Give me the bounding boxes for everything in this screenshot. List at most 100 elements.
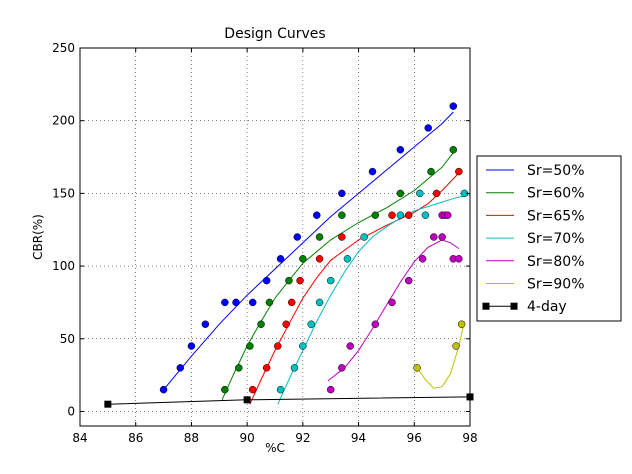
data-point-sr-70 — [276, 385, 285, 394]
data-point-sr-60 — [371, 211, 380, 219]
data-point-sr-70 — [421, 211, 430, 219]
data-point-sr-80 — [388, 298, 396, 307]
data-point-sr-70 — [290, 364, 299, 372]
data-point-sr-50 — [176, 364, 185, 372]
data-point-sr-65 — [338, 233, 346, 241]
x-tick-label: 96 — [407, 431, 422, 445]
data-point-sr-80 — [338, 364, 346, 372]
data-point-4-day — [243, 396, 251, 404]
chart-title: Design Curves — [224, 26, 325, 42]
x-tick-label: 98 — [462, 431, 477, 445]
legend-marker-4-day — [482, 302, 490, 310]
data-points — [104, 102, 474, 408]
data-point-sr-70 — [416, 189, 424, 198]
data-point-sr-50 — [424, 124, 432, 132]
data-point-sr-65 — [432, 189, 441, 198]
data-point-sr-65 — [388, 211, 396, 219]
data-point-sr-70 — [360, 233, 368, 241]
legend-label-sr-65: Sr=65% — [527, 208, 585, 224]
data-point-sr-50 — [293, 233, 302, 241]
data-point-sr-90 — [452, 342, 460, 350]
x-tick-label: 84 — [72, 431, 87, 445]
data-point-sr-50 — [449, 102, 458, 110]
data-point-sr-50 — [276, 255, 285, 263]
y-tick-label: 150 — [52, 186, 75, 200]
data-point-sr-90 — [457, 320, 466, 328]
fit-curve-sr-80 — [327, 239, 460, 382]
axis-ticks: 84 86 88 90 92 94 96 98 0 50 100 150 200 250 — [52, 41, 478, 445]
data-point-sr-90 — [413, 364, 421, 372]
legend-label-4-day: 4-day — [527, 299, 567, 315]
data-point-sr-50 — [248, 298, 257, 307]
data-point-sr-60 — [285, 276, 293, 285]
data-point-sr-60 — [235, 364, 243, 372]
data-point-sr-80 — [443, 211, 452, 219]
data-point-sr-80 — [371, 320, 380, 328]
y-tick-label: 250 — [52, 41, 75, 55]
x-tick-label: 90 — [240, 431, 255, 445]
data-point-sr-80 — [430, 233, 438, 241]
data-point-sr-50 — [313, 211, 321, 219]
data-point-sr-60 — [338, 211, 346, 219]
fit-curve-sr-70 — [277, 194, 470, 405]
data-point-sr-80 — [346, 342, 354, 350]
x-tick-label: 86 — [128, 431, 143, 445]
x-tick-label: 92 — [295, 431, 310, 445]
data-point-sr-65 — [274, 342, 282, 350]
data-point-sr-60 — [427, 167, 435, 176]
data-point-sr-60 — [396, 189, 405, 198]
data-point-sr-60 — [265, 298, 274, 307]
data-point-sr-70 — [299, 342, 307, 350]
data-point-sr-50 — [262, 276, 271, 285]
data-point-sr-50 — [368, 167, 377, 176]
grid — [80, 48, 470, 426]
data-point-sr-65 — [455, 167, 463, 176]
data-point-sr-70 — [315, 298, 324, 307]
data-point-sr-50 — [187, 342, 196, 350]
data-point-sr-80 — [418, 255, 427, 263]
legend-marker-4-day — [510, 302, 518, 310]
data-point-sr-70 — [326, 276, 335, 285]
data-point-sr-80 — [326, 385, 335, 394]
legend: Sr=50% Sr=60% Sr=65% Sr=70% Sr=80% Sr=90% 4-da… — [476, 155, 622, 322]
data-point-sr-60 — [221, 385, 229, 394]
x-tick-label: 88 — [184, 431, 199, 445]
y-tick-label: 200 — [52, 114, 75, 128]
data-point-sr-50 — [338, 189, 346, 198]
fit-curve-sr-50 — [163, 111, 454, 391]
data-point-sr-80 — [455, 255, 463, 263]
data-point-sr-80 — [438, 233, 446, 241]
legend-label-sr-60: Sr=60% — [527, 186, 585, 202]
legend-label-sr-70: Sr=70% — [527, 231, 585, 247]
data-point-sr-70 — [307, 320, 315, 328]
data-point-sr-70 — [343, 255, 352, 263]
data-point-sr-80 — [404, 276, 413, 285]
legend-label-sr-90: Sr=90% — [527, 277, 585, 293]
data-point-sr-50 — [221, 298, 229, 307]
y-tick-label: 100 — [52, 259, 75, 273]
data-point-sr-65 — [404, 211, 413, 219]
data-point-sr-60 — [246, 342, 254, 350]
fit-curve-sr-60 — [221, 152, 454, 401]
data-point-4-day — [104, 400, 112, 408]
data-point-sr-65 — [282, 320, 290, 328]
x-axis-label: %C — [265, 441, 285, 455]
plot-frame — [79, 47, 471, 427]
data-point-sr-70 — [396, 211, 405, 219]
data-point-sr-60 — [449, 146, 458, 154]
data-point-sr-65 — [262, 364, 271, 372]
data-point-sr-65 — [315, 255, 324, 263]
data-point-sr-60 — [315, 233, 324, 241]
data-point-sr-65 — [287, 298, 296, 307]
data-point-sr-60 — [257, 320, 265, 328]
data-point-sr-60 — [299, 255, 307, 263]
y-axis-label: CBR(%) — [31, 214, 45, 260]
data-point-sr-50 — [159, 385, 168, 394]
data-point-sr-50 — [201, 320, 210, 328]
x-tick-label: 94 — [351, 431, 366, 445]
y-tick-label: 0 — [67, 404, 75, 418]
data-point-sr-50 — [396, 146, 405, 154]
legend-label-sr-80: Sr=80% — [527, 254, 585, 270]
y-tick-label: 50 — [60, 332, 75, 346]
